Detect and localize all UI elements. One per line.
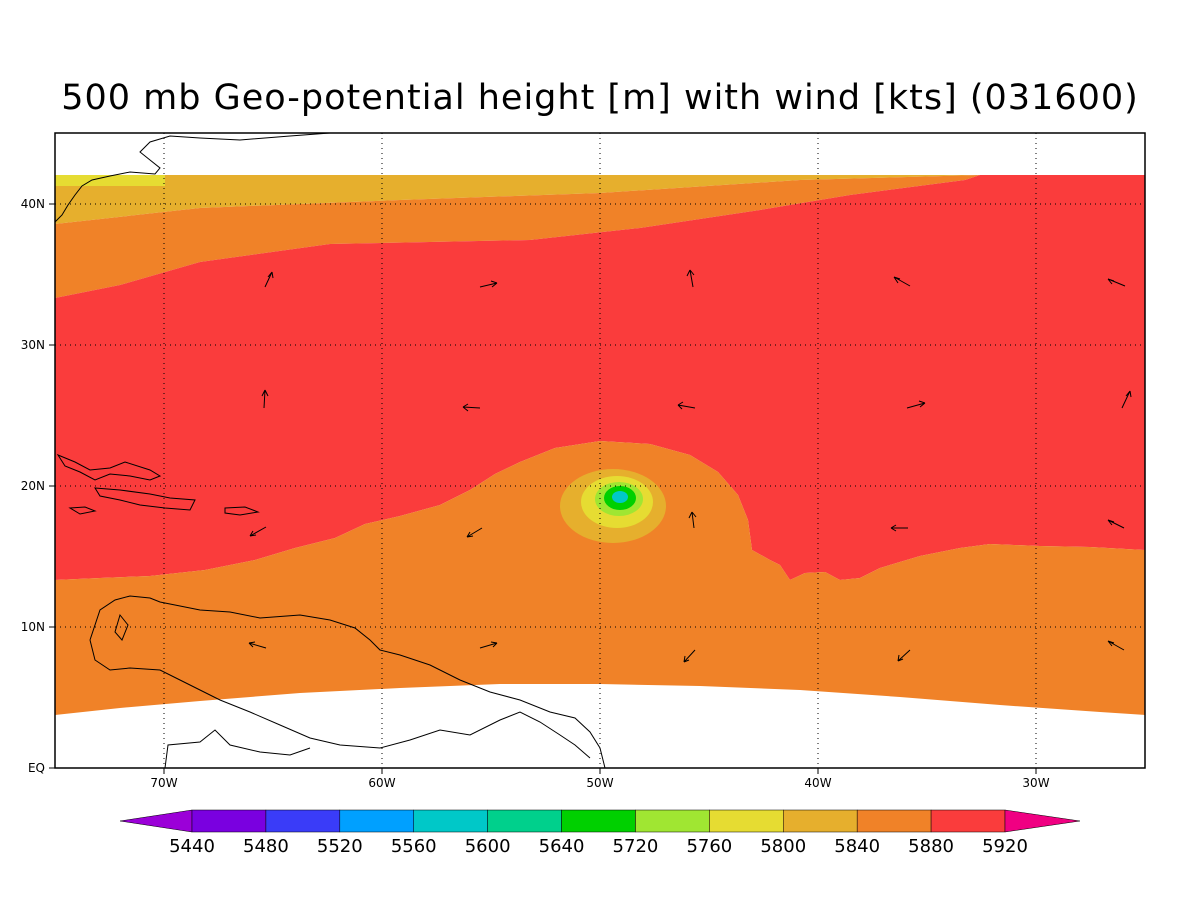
colorbar-extend-low bbox=[119, 809, 193, 833]
coastline-jamaica bbox=[68, 506, 97, 515]
colorbar-swatch bbox=[783, 809, 858, 833]
colorbar-label: 5800 bbox=[760, 836, 806, 857]
coastline-north-america bbox=[55, 133, 331, 223]
contour-5840 bbox=[55, 175, 1145, 224]
colorbar-swatch bbox=[191, 809, 267, 833]
colorbar-label: 5760 bbox=[686, 836, 732, 857]
colorbar-label: 5560 bbox=[391, 836, 437, 857]
contour-5880-north bbox=[55, 175, 980, 298]
colorbar-label: 5880 bbox=[908, 836, 954, 857]
colorbar-label: 5840 bbox=[834, 836, 880, 857]
lat-tick-10n: 10N bbox=[21, 620, 45, 634]
lat-tick-20n: 20N bbox=[21, 479, 45, 493]
coastlines bbox=[55, 133, 606, 768]
colorbar-label: 5720 bbox=[613, 836, 659, 857]
grid-lines bbox=[55, 133, 1145, 768]
map-title: 500 mb Geo-potential height [m] with win… bbox=[61, 78, 1139, 118]
contour-5560-vortex bbox=[612, 491, 628, 503]
lon-tick-70w: 70W bbox=[150, 776, 177, 790]
lon-tick-30w: 30W bbox=[1022, 776, 1049, 790]
colorbar-label: 5600 bbox=[465, 836, 511, 857]
coastline-cuba bbox=[56, 453, 162, 481]
axis-ticks bbox=[49, 203, 1037, 774]
colorbar-extend-high bbox=[1004, 809, 1081, 833]
lat-tick-eq: EQ bbox=[28, 761, 45, 775]
colorbar-swatch bbox=[265, 809, 341, 833]
coastline-south-america-south bbox=[164, 729, 311, 768]
colorbar-label: 5520 bbox=[317, 836, 363, 857]
coastline-hispaniola bbox=[94, 487, 196, 511]
lon-tick-50w: 50W bbox=[586, 776, 613, 790]
colorbar-swatch bbox=[413, 809, 488, 833]
lon-tick-60w: 60W bbox=[368, 776, 395, 790]
lon-tick-40w: 40W bbox=[804, 776, 831, 790]
colorbar-swatch bbox=[487, 809, 562, 833]
coastline-venezuela-lake bbox=[114, 613, 129, 641]
colorbar-swatch bbox=[635, 809, 710, 833]
colorbar: 5440 5480 5520 5560 5600 5640 5720 5760 5800 5840… bbox=[119, 809, 1081, 857]
colorbar-swatch bbox=[856, 809, 932, 833]
colorbar-label: 5640 bbox=[539, 836, 585, 857]
coastline-puerto-rico bbox=[224, 506, 260, 516]
colorbar-label: 5920 bbox=[982, 836, 1028, 857]
lat-tick-30n: 30N bbox=[21, 338, 45, 352]
contour-5800 bbox=[55, 175, 165, 186]
colorbar-swatch bbox=[709, 809, 784, 833]
coastline-south-america-inland bbox=[89, 639, 591, 759]
colorbar-swatch bbox=[339, 809, 414, 833]
colorbar-label: 5440 bbox=[169, 836, 215, 857]
colorbar-swatch bbox=[930, 809, 1006, 833]
lat-tick-40n: 40N bbox=[21, 197, 45, 211]
colorbar-label: 5480 bbox=[243, 836, 289, 857]
coastline-south-america bbox=[89, 595, 606, 768]
colorbar-swatch bbox=[561, 809, 636, 833]
wind-vectors bbox=[248, 269, 1132, 663]
contour-5920 bbox=[55, 175, 1145, 580]
